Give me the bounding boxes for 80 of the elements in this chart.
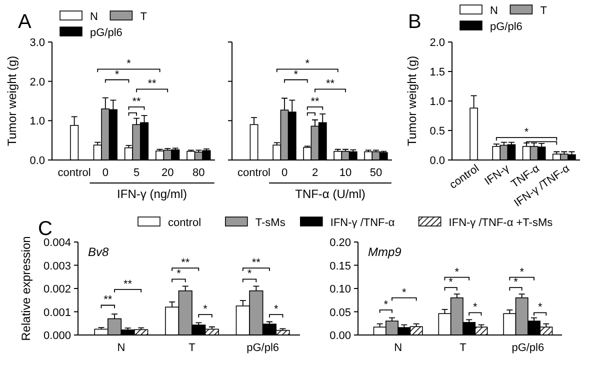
y-tick-label: 3.0	[30, 37, 45, 49]
legend-label: N	[490, 5, 498, 17]
y-tick-label: 2.0	[430, 37, 445, 49]
annotation: *	[514, 276, 519, 289]
y-tick-label: 0.20	[330, 237, 351, 249]
annotation: *	[454, 266, 460, 278]
x-tick-label: N	[394, 342, 402, 354]
y-tick-label: 1.0	[30, 116, 45, 128]
annotation: *	[473, 302, 478, 314]
annotation: *	[384, 298, 389, 311]
annotation: **	[181, 257, 190, 270]
annotation: *	[126, 58, 132, 70]
x-tick-label: T	[188, 342, 196, 354]
annotation: *	[247, 268, 252, 280]
annotation: *	[294, 68, 299, 81]
annotation: *	[203, 304, 208, 316]
y-tick-label: 0.003	[43, 260, 71, 272]
y-axis-title: Relative expression	[19, 236, 33, 341]
y-axis-title: Tumor weight (g)	[405, 56, 419, 146]
y-tick-label: 1.0	[430, 96, 445, 108]
x-tick-label: 20	[161, 167, 174, 179]
x-axis-title: IFN-γ (ng/ml)	[117, 187, 188, 201]
x-tick-label: T	[460, 342, 467, 354]
legend-label: control	[168, 217, 202, 229]
legend-label: T	[140, 11, 148, 23]
annotation: *	[274, 304, 279, 316]
annotation: **	[104, 294, 113, 306]
legend-label: pG/pl6	[90, 27, 122, 39]
annotation: **	[310, 96, 320, 108]
annotation: *	[524, 126, 530, 139]
legend-label: pG/pl6	[490, 21, 522, 33]
y-tick-label: 2.0	[30, 76, 45, 88]
y-axis-title: Tumor weight (g)	[5, 56, 19, 146]
y-tick-label: 0.0	[430, 155, 445, 167]
y-tick-label: 0.002	[43, 284, 71, 296]
y-tick-label: 0.000	[43, 330, 71, 342]
chart-subtitle: Mmp9	[368, 245, 402, 259]
chart-title: C	[38, 218, 52, 240]
x-tick-label: 2	[312, 167, 318, 179]
chart-subtitle: Bv8	[88, 245, 110, 259]
x-tick-label: 10	[339, 167, 352, 179]
y-tick-label: 0.004	[43, 237, 71, 249]
y-tick-label: 0.0	[30, 155, 45, 167]
y-tick-label: 0.10	[330, 284, 351, 296]
annotation: *	[520, 266, 525, 278]
annotation: *	[305, 58, 310, 70]
legend-label: T-sMs	[255, 217, 286, 229]
annotation: **	[124, 278, 133, 290]
legend-label: IFN-γ /TNF-α +T-sMs	[448, 217, 554, 229]
legend-label: IFN-γ /TNF-α	[330, 217, 396, 229]
x-tick-label: control	[58, 167, 91, 179]
chart-title: A	[18, 11, 32, 33]
y-tick-label: 0.00	[330, 330, 351, 342]
legend-label: N	[90, 11, 98, 23]
legend-label: T	[540, 5, 548, 17]
x-tick-label: pG/pl6	[512, 342, 544, 354]
y-tick-label: 0.15	[330, 260, 351, 272]
x-tick-label: 80	[192, 167, 205, 179]
annotation: **	[252, 257, 262, 270]
y-tick-label: 0.05	[330, 306, 351, 319]
y-tick-label: 0.5	[430, 126, 445, 138]
x-axis-title: TNF-α (U/ml)	[295, 187, 366, 201]
x-tick-label: 50	[370, 167, 382, 179]
annotation: **	[326, 78, 336, 90]
x-tick-label: control	[237, 167, 271, 179]
x-tick-label: pG/pl6	[246, 342, 280, 354]
annotation: *	[176, 268, 182, 280]
x-tick-label: 5	[133, 167, 140, 179]
annotation: *	[402, 286, 408, 299]
annotation: *	[538, 302, 543, 314]
x-tick-label: 0	[281, 167, 288, 179]
x-tick-label: N	[117, 342, 126, 354]
annotation: **	[148, 78, 158, 90]
chart-title: B	[408, 11, 422, 33]
annotation: *	[448, 276, 454, 289]
x-tick-label: 0	[102, 167, 108, 179]
annotation: **	[132, 96, 142, 108]
y-tick-label: 0.001	[43, 306, 71, 319]
annotation: *	[114, 68, 120, 81]
y-tick-label: 1.5	[430, 66, 445, 78]
